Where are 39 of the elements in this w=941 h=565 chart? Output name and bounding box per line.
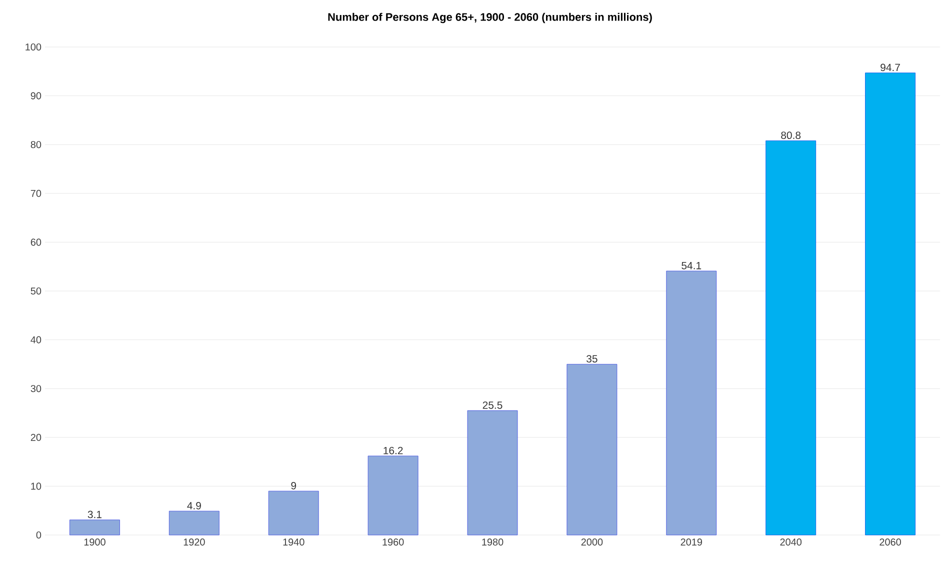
x-tick-label: 1960 bbox=[382, 538, 404, 546]
y-tick-label: 40 bbox=[30, 336, 42, 344]
y-tick-label: 30 bbox=[30, 385, 42, 392]
bar bbox=[467, 410, 518, 536]
bar bbox=[368, 456, 418, 536]
data-label: 3.1 bbox=[88, 510, 102, 518]
data-label: 80.8 bbox=[781, 132, 801, 140]
x-tick-label: 1980 bbox=[482, 538, 504, 546]
y-tick-label: 90 bbox=[30, 92, 42, 100]
bar bbox=[666, 270, 717, 536]
x-tick-label: 2019 bbox=[680, 538, 702, 546]
y-tick-label: 60 bbox=[30, 238, 42, 246]
data-label: 25.5 bbox=[482, 401, 502, 409]
bar bbox=[70, 520, 120, 536]
data-label: 4.9 bbox=[187, 502, 201, 510]
y-tick-label: 10 bbox=[31, 482, 42, 490]
x-tick-label: 2000 bbox=[581, 538, 603, 546]
bar bbox=[268, 490, 319, 536]
x-tick-label: 2060 bbox=[880, 538, 901, 546]
y-tick-label: 0 bbox=[36, 531, 42, 539]
bar bbox=[168, 510, 220, 536]
bar bbox=[865, 72, 916, 536]
y-tick-label: 70 bbox=[30, 190, 42, 197]
data-label: 54.1 bbox=[682, 262, 702, 270]
y-tick-label: 100 bbox=[26, 43, 42, 51]
data-label: 16.2 bbox=[384, 446, 403, 454]
x-tick-label: 2040 bbox=[780, 538, 802, 546]
y-tick-label: 80 bbox=[30, 141, 42, 148]
x-tick-label: 1920 bbox=[184, 538, 205, 546]
chart-title: Number of Persons Age 65+, 1900 - 2060 (numbers in millions) bbox=[328, 12, 652, 24]
y-tick-label: 50 bbox=[30, 287, 42, 295]
y-tick-label: 20 bbox=[30, 434, 42, 441]
bar bbox=[766, 140, 816, 536]
data-label: 94.7 bbox=[880, 64, 900, 72]
bar bbox=[566, 364, 618, 536]
data-label: 35 bbox=[586, 355, 598, 363]
data-label: 9 bbox=[291, 482, 296, 490]
x-tick-label: 1900 bbox=[84, 538, 106, 546]
x-tick-label: 1940 bbox=[283, 538, 304, 546]
